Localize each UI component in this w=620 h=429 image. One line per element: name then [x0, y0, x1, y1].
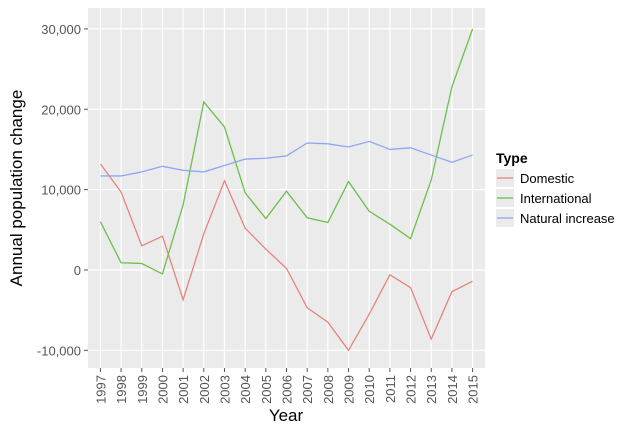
y-tick-label: -10,000: [37, 343, 81, 358]
x-tick-label: 1997: [93, 375, 108, 404]
x-tick-label: 2003: [217, 375, 232, 404]
y-tick-label: 10,000: [41, 183, 81, 198]
x-axis-title: Year: [269, 406, 304, 425]
legend-label: Natural increase: [520, 211, 615, 226]
x-tick-label: 2006: [280, 375, 295, 404]
legend-label: International: [520, 191, 592, 206]
x-tick-label: 2002: [197, 375, 212, 404]
x-tick-label: 2004: [238, 375, 253, 404]
y-tick-label: 0: [74, 263, 81, 278]
data-line: [99, 163, 473, 352]
x-tick-label: 2010: [362, 375, 377, 404]
legend-title: Type: [496, 150, 528, 166]
legend-label: Domestic: [520, 171, 575, 186]
x-tick-label: 2009: [342, 375, 357, 404]
y-tick-label: 30,000: [41, 22, 81, 37]
y-tick-label: 20,000: [41, 102, 81, 117]
x-tick-label: 1999: [135, 375, 150, 404]
data-line: [100, 140, 473, 177]
x-tick-label: 2015: [466, 375, 481, 404]
x-tick-label: 2013: [424, 375, 439, 404]
data-line: [99, 28, 474, 275]
x-tick-label: 2001: [176, 375, 191, 404]
y-axis-title: Annual population change: [7, 90, 26, 287]
x-tick-label: 2005: [259, 375, 274, 404]
x-tick-label: 2008: [321, 375, 336, 404]
x-tick-label: 2007: [300, 375, 315, 404]
x-tick-label: 1998: [114, 375, 129, 404]
x-tick-label: 2000: [155, 375, 170, 404]
x-tick-label: 2014: [445, 375, 460, 404]
x-tick-label: 2011: [383, 375, 398, 403]
x-tick-label: 2012: [404, 375, 419, 404]
